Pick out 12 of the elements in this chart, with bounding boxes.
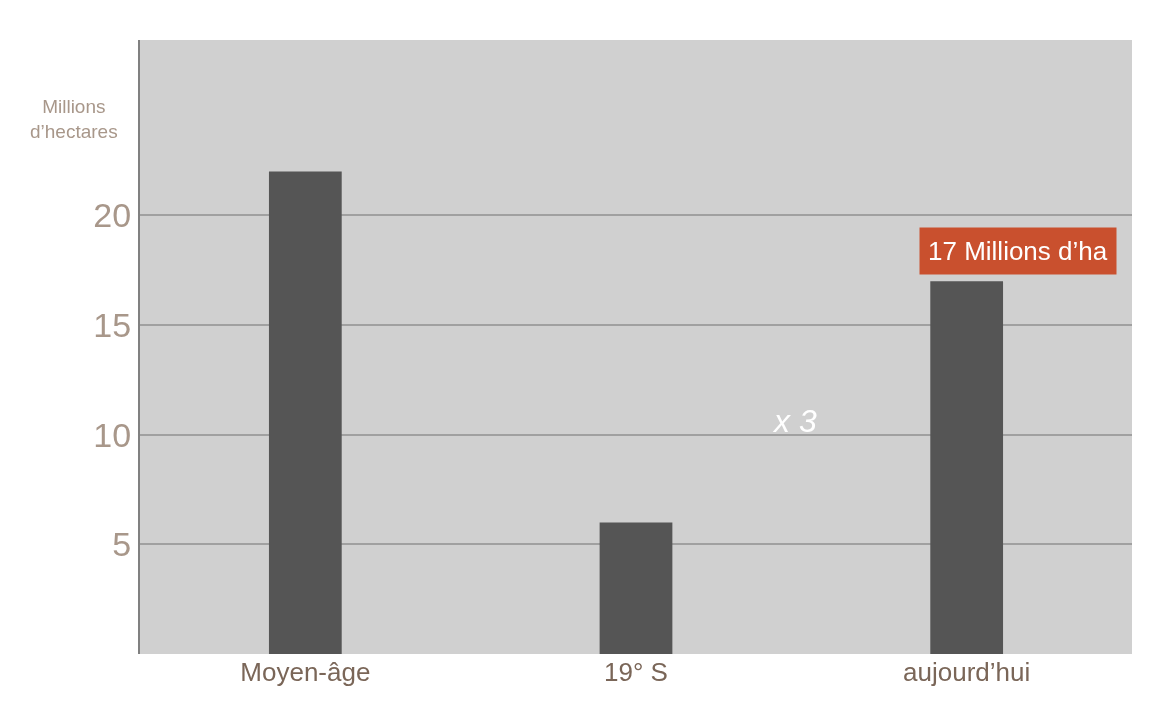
y-tick-label: 20 bbox=[93, 196, 132, 235]
annotation: 17 Millions d’ha bbox=[928, 236, 1108, 266]
y-tick-label: 15 bbox=[93, 305, 132, 344]
bar bbox=[930, 281, 1004, 654]
bar bbox=[268, 171, 342, 654]
x-tick-label: Moyen-âge bbox=[240, 657, 371, 687]
x-tick-label: 19° S bbox=[604, 657, 668, 687]
y-tick-label: 5 bbox=[112, 525, 132, 564]
y-tick-label: 10 bbox=[93, 415, 132, 454]
x-tick-label: aujourd’hui bbox=[903, 657, 1031, 687]
y-axis-title: Millions d’hectares bbox=[30, 96, 118, 142]
bar bbox=[599, 522, 673, 654]
